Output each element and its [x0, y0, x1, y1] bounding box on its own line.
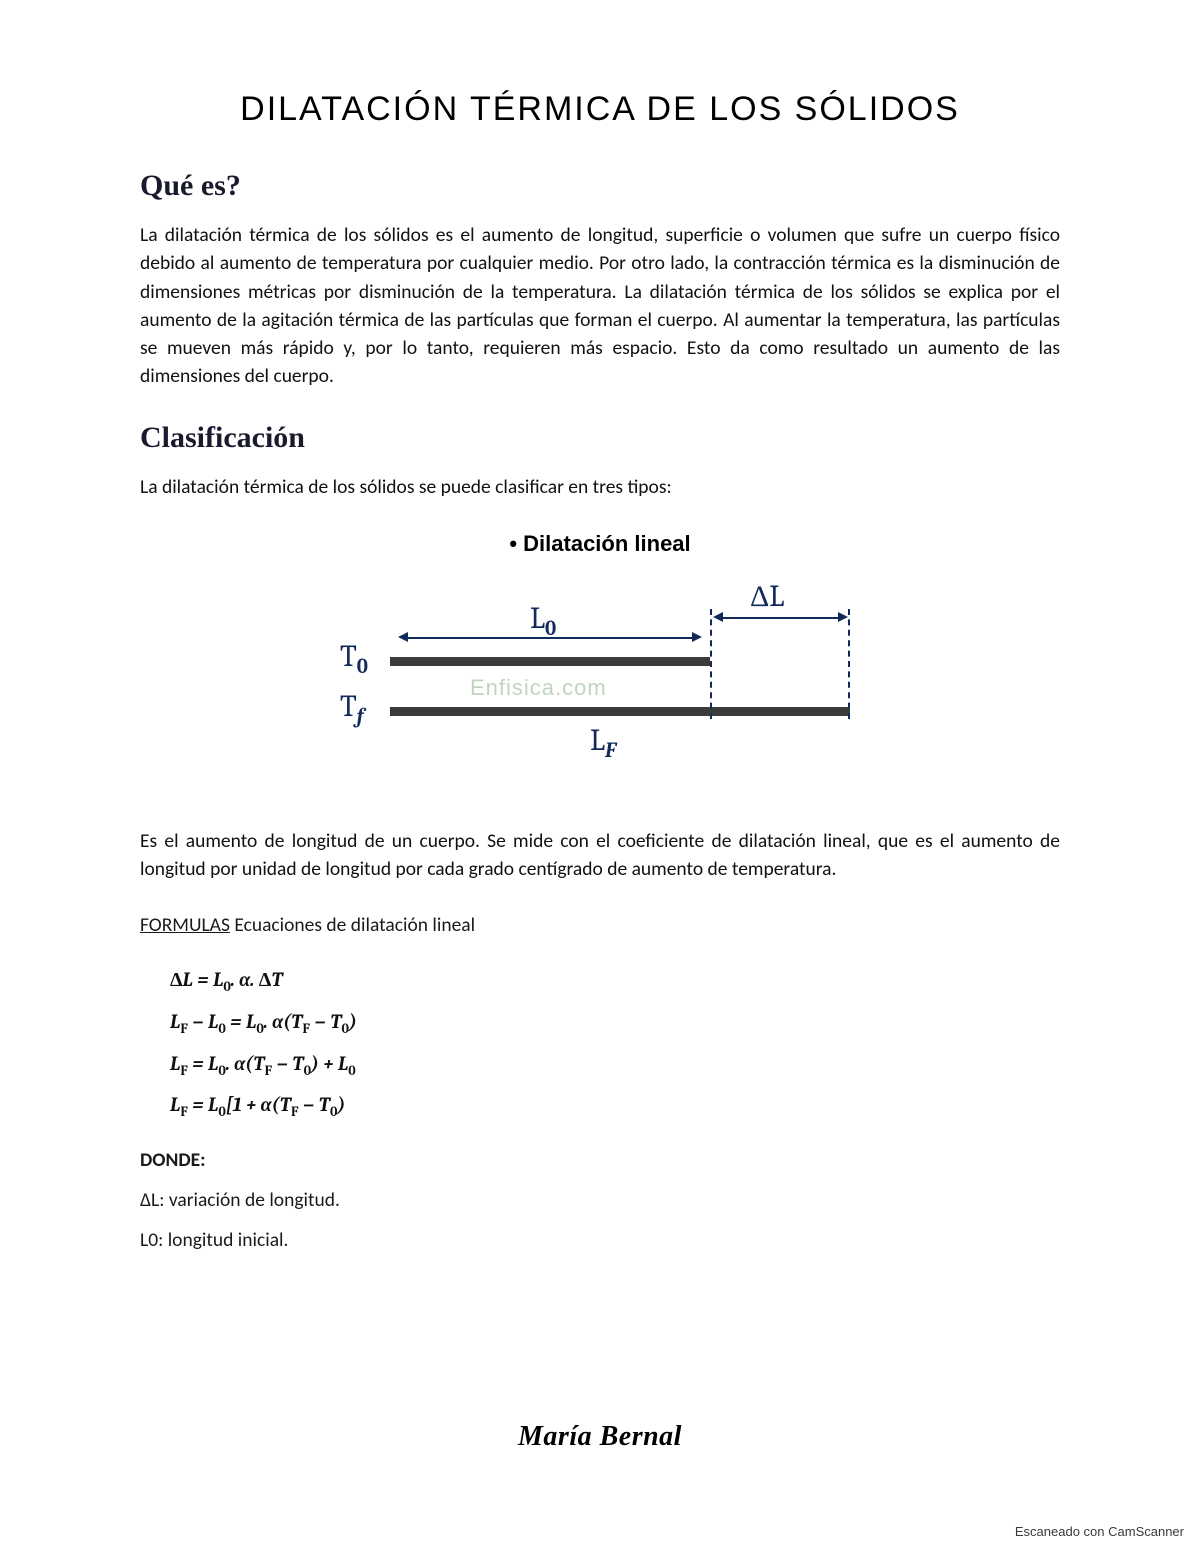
diagram-title: • Dilatación lineal	[140, 531, 1060, 557]
formulas-heading: FORMULAS Ecuaciones de dilatación lineal	[140, 913, 1060, 937]
bar-initial	[390, 657, 710, 666]
formula-3: LF = L0. α(TF − T0) + L0	[170, 1045, 1060, 1085]
definition-list: ΔL: variación de longitud. L0: longitud …	[140, 1188, 1060, 1252]
bar-final	[390, 707, 850, 716]
scanner-watermark: Escaneado con CamScanner	[1015, 1524, 1184, 1539]
linear-dilation-diagram: Enfisica.com T0 Tf L0 ΔL LF	[320, 587, 880, 777]
page-title: Dilatación Térmica de los Sólidos	[140, 90, 1060, 129]
formula-2: LF − L0 = L0. α(TF − T0)	[170, 1003, 1060, 1043]
def-l0: L0: longitud inicial.	[140, 1228, 1060, 1252]
paragraph-after-diagram: Es el aumento de longitud de un cuerpo. …	[140, 827, 1060, 884]
heading-clasificacion: Clasificación	[140, 421, 1060, 455]
label-tf: Tf	[340, 689, 364, 729]
dash-left	[710, 609, 712, 719]
diagram-watermark: Enfisica.com	[470, 675, 607, 701]
formula-1: ΔL = L0. α. ΔT	[170, 961, 1060, 1001]
label-l0: L0	[530, 601, 556, 641]
formula-4: LF = L0[1 + α(TF − T0)	[170, 1086, 1060, 1126]
donde-heading: DONDE:	[140, 1148, 1060, 1172]
author-signature: María Bernal	[0, 1421, 1200, 1453]
dash-right	[848, 609, 850, 719]
heading-que-es: Qué es?	[140, 169, 1060, 203]
label-t0: T0	[340, 639, 368, 679]
label-lf: LF	[590, 723, 616, 763]
dim-line-dl	[720, 617, 840, 619]
paragraph-que-es: La dilatación térmica de los sólidos es …	[140, 221, 1060, 391]
label-dl: ΔL	[750, 579, 784, 614]
def-dl: ΔL: variación de longitud.	[140, 1188, 1060, 1212]
formula-list: ΔL = L0. α. ΔT LF − L0 = L0. α(TF − T0) …	[170, 961, 1060, 1125]
paragraph-clasificacion-intro: La dilatación térmica de los sólidos se …	[140, 473, 1060, 501]
